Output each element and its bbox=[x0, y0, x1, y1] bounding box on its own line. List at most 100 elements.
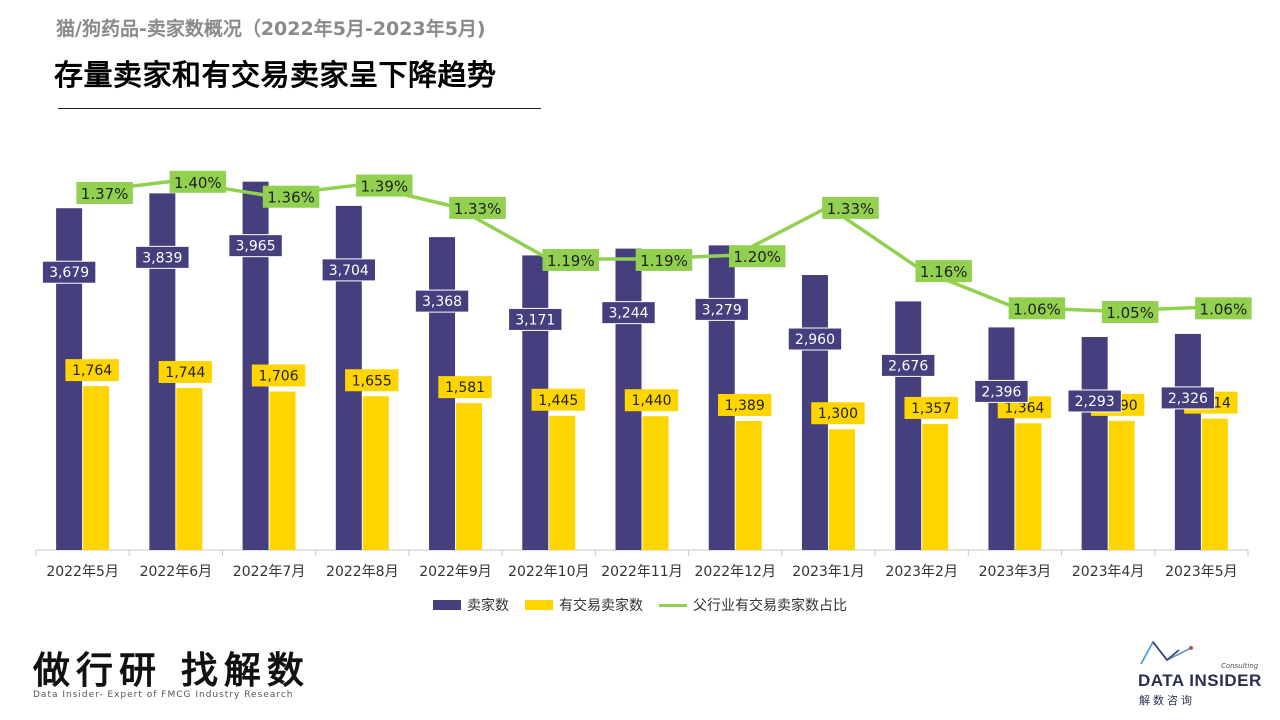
x-tick-label: 2022年11月 bbox=[601, 564, 682, 580]
bar-trading-sellers bbox=[1201, 418, 1228, 550]
bar-trading-sellers bbox=[922, 423, 949, 550]
label-box-trading bbox=[531, 388, 585, 411]
data-label-share: 1.36% bbox=[267, 189, 315, 207]
data-label-share: 1.37% bbox=[81, 185, 129, 203]
bar-trading-sellers bbox=[549, 415, 576, 550]
data-label-trading-sellers: 1,300 bbox=[818, 406, 858, 422]
data-label-sellers: 3,244 bbox=[608, 306, 648, 322]
x-tick-label: 2023年1月 bbox=[792, 564, 865, 580]
label-box-sellers bbox=[974, 379, 1029, 403]
label-box-trading bbox=[251, 364, 306, 387]
bar-sellers bbox=[988, 327, 1015, 550]
data-label-share: 1.20% bbox=[733, 248, 781, 266]
slogan-subtext: Data Insider- Expert of FMCG Industry Re… bbox=[33, 690, 294, 700]
x-tick-label: 2022年7月 bbox=[233, 564, 306, 580]
label-box-share bbox=[1101, 301, 1159, 324]
x-tick-label: 2022年10月 bbox=[508, 564, 589, 580]
x-tick-label: 2022年5月 bbox=[46, 564, 119, 580]
bar-trading-sellers bbox=[735, 420, 762, 550]
label-box-share bbox=[262, 185, 320, 208]
seller-count-chart: 1,764 1,744 1,706 1,655 1,581 1,445 1,440 1,389… bbox=[35, 170, 1252, 580]
legend-item-sellers: 卖家数 bbox=[433, 595, 509, 615]
data-label-sellers: 2,676 bbox=[888, 358, 928, 374]
data-label-sellers: 3,679 bbox=[49, 265, 89, 281]
x-tick-label: 2023年2月 bbox=[885, 564, 958, 580]
data-label-share: 1.06% bbox=[1200, 300, 1248, 318]
bar-trading-sellers bbox=[828, 429, 855, 550]
label-box-sellers bbox=[1067, 389, 1122, 413]
data-label-sellers: 3,279 bbox=[702, 302, 742, 318]
data-label-sellers: 2,293 bbox=[1075, 394, 1115, 410]
bar-trading-sellers bbox=[176, 387, 203, 550]
bar-trading-sellers bbox=[1108, 420, 1135, 550]
bar-trading-sellers bbox=[642, 416, 669, 550]
label-box-trading bbox=[65, 359, 119, 382]
label-box-share bbox=[1008, 297, 1066, 320]
legend-label-trading-sellers: 有交易卖家数 bbox=[559, 598, 643, 614]
x-tick-label: 2023年3月 bbox=[979, 564, 1052, 580]
label-box-trading bbox=[904, 396, 958, 419]
x-tick-label: 2023年4月 bbox=[1072, 564, 1145, 580]
label-box-sellers bbox=[321, 258, 377, 282]
data-label-sellers: 3,965 bbox=[236, 239, 276, 255]
bar-trading-sellers bbox=[83, 386, 110, 550]
label-box-sellers bbox=[694, 297, 749, 321]
label-box-share bbox=[1195, 297, 1252, 320]
x-tick-label: 2023年5月 bbox=[1165, 564, 1238, 580]
logo-mark-icon bbox=[1140, 640, 1193, 665]
slogan: 做行研 找解数 bbox=[33, 648, 310, 692]
bar-trading-sellers bbox=[456, 403, 483, 550]
data-label-trading-sellers: 1,706 bbox=[259, 369, 299, 385]
data-label-share: 1.05% bbox=[1106, 304, 1154, 322]
chart-legend: 卖家数 有交易卖家数 父行业有交易卖家数占比 bbox=[0, 595, 1280, 615]
data-label-share: 1.06% bbox=[1013, 300, 1061, 318]
data-label-share: 1.19% bbox=[640, 252, 688, 270]
label-box-share bbox=[169, 170, 227, 193]
label-box-share bbox=[356, 174, 413, 197]
bar-sellers bbox=[1174, 333, 1201, 550]
data-label-share: 1.33% bbox=[827, 200, 875, 218]
x-tick-label: 2022年9月 bbox=[419, 564, 492, 580]
data-label-share: 1.40% bbox=[174, 174, 222, 192]
label-box-trading bbox=[158, 360, 213, 383]
data-label-trading-sellers: 1,440 bbox=[631, 393, 671, 409]
page-subtitle: 猫/狗药品-卖家数概况（2022年5月-2023年5月) bbox=[56, 18, 486, 40]
label-box-share bbox=[728, 245, 786, 268]
data-label-trading-sellers: 1,581 bbox=[445, 380, 485, 396]
label-box-share bbox=[76, 182, 133, 204]
label-box-sellers bbox=[508, 307, 563, 331]
data-label-trading-sellers: 1,364 bbox=[1004, 400, 1044, 416]
label-box-sellers bbox=[787, 327, 843, 351]
data-label-trading-sellers: 1,389 bbox=[725, 398, 765, 414]
data-label-sellers: 3,704 bbox=[329, 263, 369, 279]
data-label-share: 1.16% bbox=[920, 263, 968, 281]
bar-trading-sellers bbox=[362, 396, 389, 550]
data-label-sellers: 3,368 bbox=[422, 294, 462, 310]
bar-sellers bbox=[1081, 336, 1108, 550]
label-box-trading bbox=[345, 369, 399, 392]
data-label-sellers: 3,839 bbox=[142, 250, 182, 266]
legend-label-share: 父行业有交易卖家数占比 bbox=[693, 598, 847, 614]
data-label-trading-sellers: 1,357 bbox=[911, 401, 951, 417]
data-label-share: 1.33% bbox=[454, 200, 502, 218]
label-box-trading bbox=[624, 389, 679, 412]
bar-sellers bbox=[895, 301, 922, 550]
page-title: 存量卖家和有交易卖家呈下降趋势 bbox=[54, 58, 497, 92]
label-box-sellers bbox=[228, 234, 283, 258]
label-box-trading bbox=[718, 393, 772, 416]
data-label-share: 1.19% bbox=[547, 252, 595, 270]
data-label-trading-sellers: 1,445 bbox=[538, 393, 578, 409]
legend-swatch-sellers bbox=[433, 600, 461, 610]
data-label-share: 1.39% bbox=[360, 178, 408, 196]
data-label-trading-sellers: 1,744 bbox=[165, 365, 205, 381]
label-box-sellers bbox=[1160, 386, 1216, 410]
data-insider-logo: Consulting DATA INSIDER 解数咨询 bbox=[1135, 638, 1262, 708]
label-box-share bbox=[915, 260, 972, 283]
label-box-share bbox=[635, 248, 693, 271]
bar-trading-sellers bbox=[1015, 423, 1042, 550]
label-box-trading bbox=[438, 376, 492, 399]
bar-trading-sellers bbox=[269, 391, 296, 550]
data-label-sellers: 2,960 bbox=[795, 332, 835, 348]
legend-swatch-share bbox=[659, 603, 687, 607]
logo-text: DATA INSIDER bbox=[1138, 671, 1262, 690]
